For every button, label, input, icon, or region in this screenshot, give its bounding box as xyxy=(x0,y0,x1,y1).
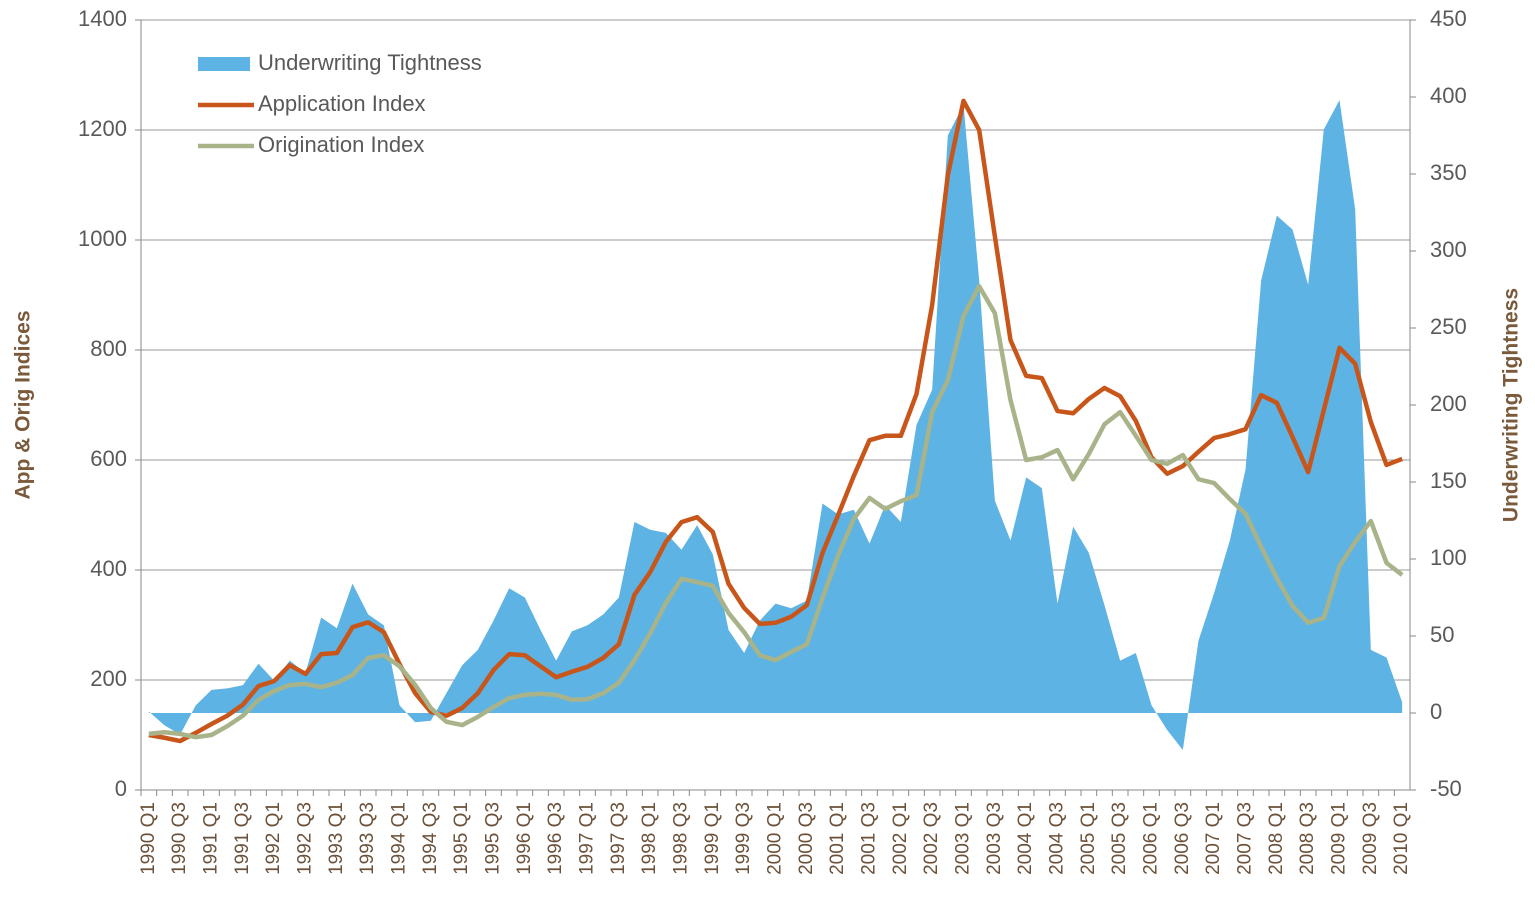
x-tick-label: 2006 Q3 xyxy=(1172,802,1193,875)
x-tick-label: 2008 Q3 xyxy=(1297,802,1318,875)
x-tick-label: 2004 Q1 xyxy=(1015,802,1036,875)
x-tick-label: 1997 Q3 xyxy=(608,802,629,875)
y-tick-label: 1000 xyxy=(78,226,127,251)
x-tick-label: 2009 Q3 xyxy=(1360,802,1381,875)
x-tick-label: 1993 Q3 xyxy=(357,802,378,875)
y2-tick-label: -50 xyxy=(1430,776,1462,801)
x-tick-label: 2000 Q3 xyxy=(796,802,817,875)
x-tick-label: 2010 Q1 xyxy=(1391,802,1412,875)
y2-tick-label: 450 xyxy=(1430,6,1467,31)
y2-tick-label: 200 xyxy=(1430,391,1467,416)
y-tick-label: 400 xyxy=(90,556,127,581)
legend-label: Application Index xyxy=(258,91,426,116)
y2-tick-label: 150 xyxy=(1430,468,1467,493)
x-tick-label: 1992 Q1 xyxy=(263,802,284,875)
y2-tick-label: 100 xyxy=(1430,545,1467,570)
x-tick-label: 2007 Q1 xyxy=(1203,802,1224,875)
x-tick-label: 1991 Q3 xyxy=(232,802,253,875)
x-tick-label: 1995 Q1 xyxy=(451,802,472,875)
x-tick-label: 2004 Q3 xyxy=(1047,802,1068,875)
area xyxy=(148,100,1403,750)
y-tick-label: 600 xyxy=(90,446,127,471)
y-tick-label: 800 xyxy=(90,336,127,361)
x-tick-label: 2008 Q1 xyxy=(1266,802,1287,875)
x-tick-label: 2007 Q3 xyxy=(1235,802,1256,875)
y-axis-label: App & Orig Indices xyxy=(12,310,35,499)
line xyxy=(148,98,1403,744)
x-tick-label: 1994 Q3 xyxy=(420,802,441,875)
x-tick-label: 1998 Q3 xyxy=(671,802,692,875)
x-tick-label: 2005 Q1 xyxy=(1078,802,1099,875)
x-tick-label: 2009 Q1 xyxy=(1329,802,1350,875)
y2-tick-label: 50 xyxy=(1430,622,1454,647)
x-tick-label: 1995 Q3 xyxy=(483,802,504,875)
x-tick-label: 1991 Q1 xyxy=(201,802,222,875)
legend-swatch xyxy=(198,57,250,71)
y2-tick-label: 250 xyxy=(1430,314,1467,339)
x-tick-label: 2006 Q1 xyxy=(1141,802,1162,875)
line xyxy=(148,283,1404,740)
y-tick-label: 0 xyxy=(115,776,127,801)
y2-axis-label: Underwriting Tightness xyxy=(1500,288,1523,522)
x-tick-label: 2003 Q1 xyxy=(953,802,974,875)
y-tick-label: 1400 xyxy=(78,6,127,31)
x-tick-label: 1990 Q1 xyxy=(138,802,159,875)
x-tick-label: 1993 Q1 xyxy=(326,802,347,875)
x-tick-label: 2002 Q1 xyxy=(890,802,911,875)
x-tick-label: 1998 Q1 xyxy=(639,802,660,875)
x-tick-label: 2005 Q3 xyxy=(1109,802,1130,875)
y2-tick-label: 300 xyxy=(1430,237,1467,262)
legend-label: Origination Index xyxy=(258,132,424,157)
x-tick-label: 1999 Q3 xyxy=(733,802,754,875)
legend-label: Underwriting Tightness xyxy=(258,50,482,75)
x-tick-label: 2000 Q1 xyxy=(765,802,786,875)
x-tick-label: 2003 Q3 xyxy=(984,802,1005,875)
y2-tick-label: 0 xyxy=(1430,699,1442,724)
x-tick-label: 1994 Q1 xyxy=(389,802,410,875)
x-tick-label: 2001 Q1 xyxy=(827,802,848,875)
x-tick-label: 1990 Q3 xyxy=(169,802,190,875)
x-tick-label: 2001 Q3 xyxy=(859,802,880,875)
x-tick-label: 1997 Q1 xyxy=(577,802,598,875)
x-tick-label: 1996 Q3 xyxy=(545,802,566,875)
x-tick-label: 1992 Q3 xyxy=(295,802,316,875)
x-tick-label: 2002 Q3 xyxy=(921,802,942,875)
x-tick-label: 1996 Q1 xyxy=(514,802,535,875)
y-tick-label: 1200 xyxy=(78,116,127,141)
x-tick-label: 1999 Q1 xyxy=(702,802,723,875)
y-tick-label: 200 xyxy=(90,666,127,691)
y2-tick-label: 400 xyxy=(1430,83,1467,108)
y2-tick-label: 350 xyxy=(1430,160,1467,185)
